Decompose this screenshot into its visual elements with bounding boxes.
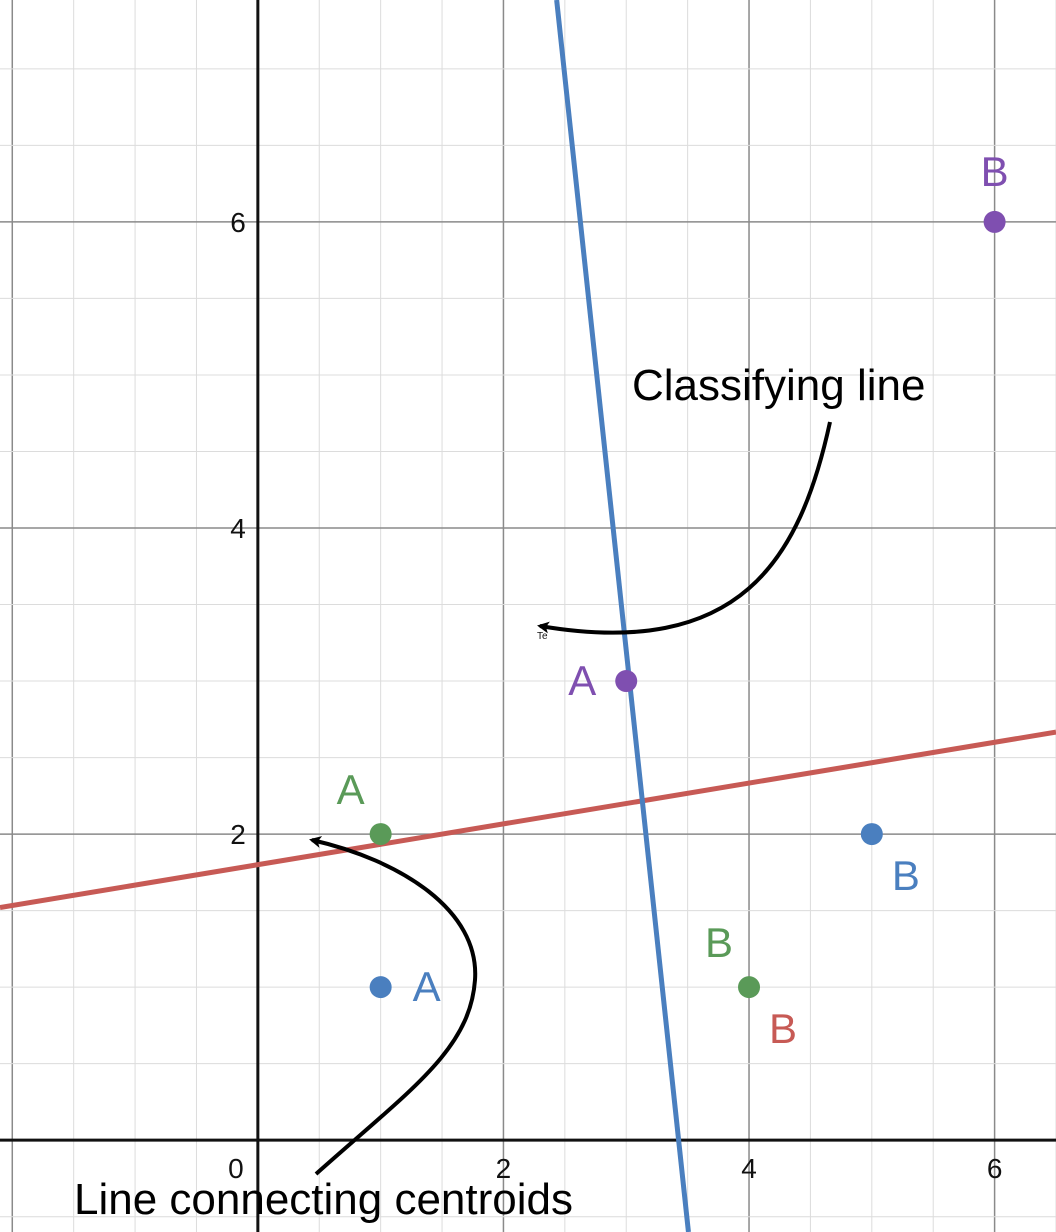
point-label: A — [337, 766, 365, 813]
point-label: B — [892, 852, 920, 899]
data-point — [738, 976, 761, 999]
centroids-line — [0, 729, 1056, 911]
data-points — [369, 210, 1006, 999]
classifying-line-arrow — [537, 421, 832, 635]
x-tick-label: 2 — [496, 1153, 512, 1184]
centroids-line-annotation: Line connecting centroids — [74, 1175, 573, 1224]
point-label: A — [413, 963, 441, 1010]
classifying-line-annotation: Classifying line — [632, 361, 925, 410]
classifying-line — [554, 0, 691, 1232]
x-tick-label: 0 — [228, 1153, 244, 1184]
x-tick-label: 4 — [741, 1153, 757, 1184]
point-label: B — [705, 919, 733, 966]
data-point — [369, 976, 392, 999]
data-point — [615, 670, 638, 693]
y-tick-label: 6 — [230, 207, 246, 238]
x-tick-label: 6 — [987, 1153, 1003, 1184]
point-label: B — [769, 1005, 797, 1052]
tick-labels: 0 2 4 6 2 4 6 — [228, 207, 1002, 1184]
annotations: Classifying line Line connecting centroi… — [74, 361, 925, 1224]
data-point — [369, 823, 392, 846]
y-tick-label: 2 — [230, 819, 246, 850]
data-point — [860, 823, 883, 846]
centroids-line-arrow — [309, 836, 478, 1176]
data-point — [983, 210, 1006, 233]
point-label: B — [981, 148, 1009, 195]
point-label: A — [568, 657, 596, 704]
tiny-text-label: Te — [537, 631, 548, 642]
y-tick-label: 4 — [230, 513, 246, 544]
